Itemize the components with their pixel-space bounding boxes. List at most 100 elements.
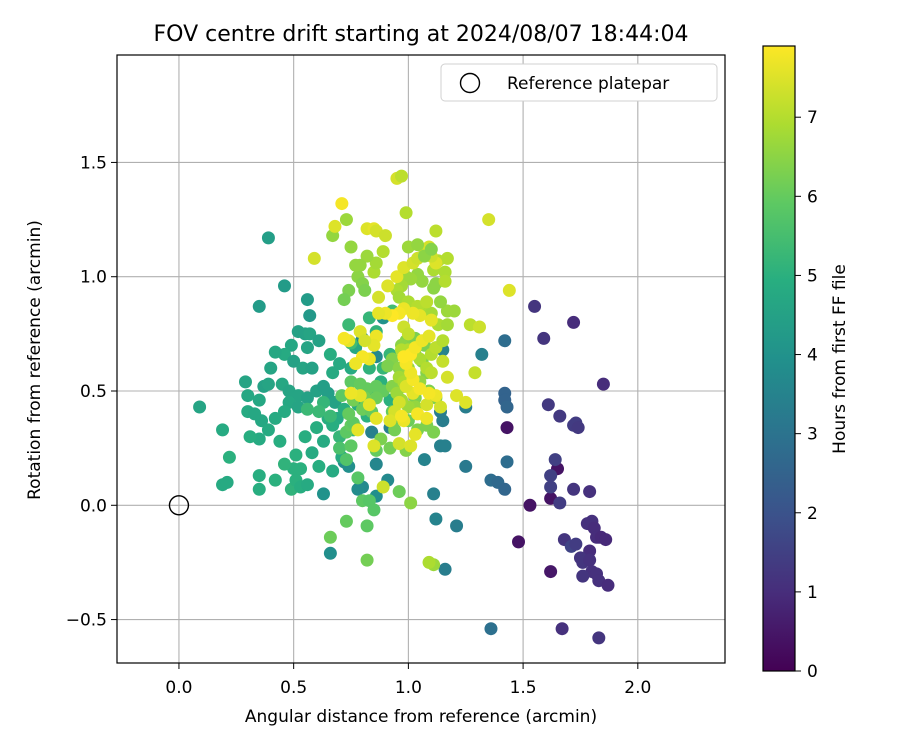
data-point — [440, 318, 454, 332]
colorbar-tick-label: 5 — [807, 266, 818, 286]
data-point — [351, 423, 365, 437]
data-point — [344, 439, 358, 453]
data-point — [337, 293, 351, 307]
data-point — [596, 377, 610, 391]
legend: Reference platepar — [440, 63, 718, 102]
data-point — [376, 480, 390, 494]
data-point — [252, 393, 266, 407]
data-point — [312, 405, 326, 419]
data-point — [360, 553, 374, 567]
data-point — [287, 354, 301, 368]
data-point — [339, 514, 353, 528]
data-point — [316, 487, 330, 501]
data-point — [277, 457, 291, 471]
x-tick-label: 0.0 — [165, 678, 192, 698]
data-point — [303, 327, 317, 341]
data-point — [523, 498, 537, 512]
data-point — [268, 411, 282, 425]
data-point — [601, 578, 615, 592]
data-point — [434, 295, 448, 309]
data-point — [528, 299, 542, 313]
data-point — [378, 229, 392, 243]
x-tick-label: 2.0 — [624, 678, 651, 698]
data-point — [424, 242, 438, 256]
data-point — [323, 347, 337, 361]
data-point — [512, 535, 526, 549]
data-point — [408, 427, 422, 441]
data-point — [323, 409, 337, 423]
data-point — [436, 354, 450, 368]
data-point — [429, 512, 443, 526]
colorbar-tick-label: 2 — [807, 504, 818, 524]
data-point — [323, 546, 337, 560]
data-point — [300, 478, 314, 492]
data-point — [369, 256, 383, 270]
data-point — [383, 414, 397, 428]
data-point — [248, 407, 262, 421]
data-point — [300, 391, 314, 405]
data-point — [422, 329, 436, 343]
data-point — [369, 457, 383, 471]
data-point — [273, 434, 287, 448]
data-point — [333, 441, 347, 455]
colorbar-tick-label: 4 — [807, 346, 818, 366]
data-point — [544, 565, 558, 579]
data-point — [436, 334, 450, 348]
data-point — [411, 238, 425, 252]
data-point — [339, 453, 353, 467]
data-point — [599, 533, 613, 547]
data-point — [316, 434, 330, 448]
data-point — [544, 480, 558, 494]
data-point — [216, 423, 230, 437]
data-point — [473, 320, 487, 334]
x-axis-label: Angular distance from reference (arcmin) — [245, 707, 597, 727]
data-point — [424, 313, 438, 327]
data-point — [252, 469, 266, 483]
data-point — [438, 562, 452, 576]
data-point — [424, 366, 438, 380]
data-point — [392, 437, 406, 451]
data-point — [367, 439, 381, 453]
chart-title: FOV centre drift starting at 2024/08/07 … — [154, 22, 689, 47]
data-point — [417, 453, 431, 467]
data-point — [241, 389, 255, 403]
legend-marker-reference — [459, 72, 481, 94]
data-point — [401, 327, 415, 341]
data-point — [277, 279, 291, 293]
data-point — [326, 464, 340, 478]
data-point — [351, 482, 365, 496]
data-point — [484, 622, 498, 636]
data-point — [482, 213, 496, 227]
data-point — [420, 398, 434, 412]
data-point — [268, 473, 282, 487]
data-point — [294, 462, 308, 476]
data-point — [261, 423, 275, 437]
y-tick-label: 0.5 — [80, 382, 107, 402]
data-point — [468, 366, 482, 380]
plot-frame — [116, 54, 726, 664]
colorbar-gradient — [762, 45, 796, 672]
data-point — [298, 430, 312, 444]
data-point — [571, 421, 585, 435]
data-point — [498, 482, 512, 496]
data-point — [372, 306, 386, 320]
data-point — [367, 503, 381, 517]
data-point — [369, 411, 383, 425]
data-point — [264, 361, 278, 375]
data-point — [537, 331, 551, 345]
reference-platepar-marker — [168, 495, 190, 516]
data-point — [238, 375, 252, 389]
colorbar-ticks: 0 1 2 3 4 5 6 7 — [795, 108, 818, 682]
data-point — [326, 366, 340, 380]
data-point — [365, 425, 379, 439]
data-point — [349, 258, 363, 272]
data-point — [303, 309, 317, 323]
data-point — [300, 293, 314, 307]
data-point — [592, 631, 606, 645]
data-point — [305, 361, 319, 375]
data-point — [427, 425, 441, 439]
data-point — [349, 357, 363, 371]
data-point — [500, 400, 514, 414]
data-point — [261, 231, 275, 245]
